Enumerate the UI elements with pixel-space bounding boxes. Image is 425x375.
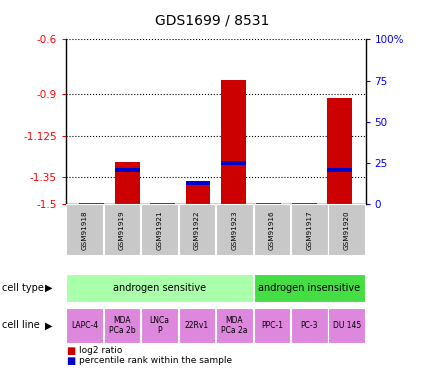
Text: PC-3: PC-3 xyxy=(300,321,318,330)
Bar xyxy=(327,168,352,172)
Bar xyxy=(221,161,246,165)
Text: log2 ratio: log2 ratio xyxy=(79,346,122,355)
Text: MDA
PCa 2b: MDA PCa 2b xyxy=(109,316,136,335)
Text: ▶: ▶ xyxy=(45,283,53,293)
Text: ▶: ▶ xyxy=(45,320,53,330)
Text: percentile rank within the sample: percentile rank within the sample xyxy=(79,356,232,365)
Bar xyxy=(186,181,210,185)
Text: LAPC-4: LAPC-4 xyxy=(71,321,98,330)
Text: GSM91920: GSM91920 xyxy=(344,210,350,249)
Bar xyxy=(186,182,210,204)
Text: GSM91922: GSM91922 xyxy=(194,210,200,249)
Text: GSM91919: GSM91919 xyxy=(119,210,125,249)
Text: GSM91918: GSM91918 xyxy=(82,210,88,249)
Text: LNCa
P: LNCa P xyxy=(150,316,170,335)
Text: cell line: cell line xyxy=(2,320,40,330)
Text: cell type: cell type xyxy=(2,283,44,293)
Text: androgen sensitive: androgen sensitive xyxy=(113,283,206,293)
Text: ■: ■ xyxy=(66,346,75,355)
Bar xyxy=(256,202,281,204)
Text: MDA
PCa 2a: MDA PCa 2a xyxy=(221,316,248,335)
Bar xyxy=(115,162,140,204)
Text: 22Rv1: 22Rv1 xyxy=(185,321,209,330)
Bar xyxy=(327,98,352,204)
Bar xyxy=(115,168,140,171)
Text: GSM91923: GSM91923 xyxy=(232,210,238,249)
Text: GSM91921: GSM91921 xyxy=(156,210,162,249)
Text: GSM91917: GSM91917 xyxy=(306,210,312,249)
Text: GSM91916: GSM91916 xyxy=(269,210,275,249)
Text: GDS1699 / 8531: GDS1699 / 8531 xyxy=(155,13,270,27)
Text: ■: ■ xyxy=(66,356,75,366)
Bar xyxy=(221,80,246,204)
Text: DU 145: DU 145 xyxy=(333,321,361,330)
Text: PPC-1: PPC-1 xyxy=(261,321,283,330)
Text: androgen insensitive: androgen insensitive xyxy=(258,283,360,293)
